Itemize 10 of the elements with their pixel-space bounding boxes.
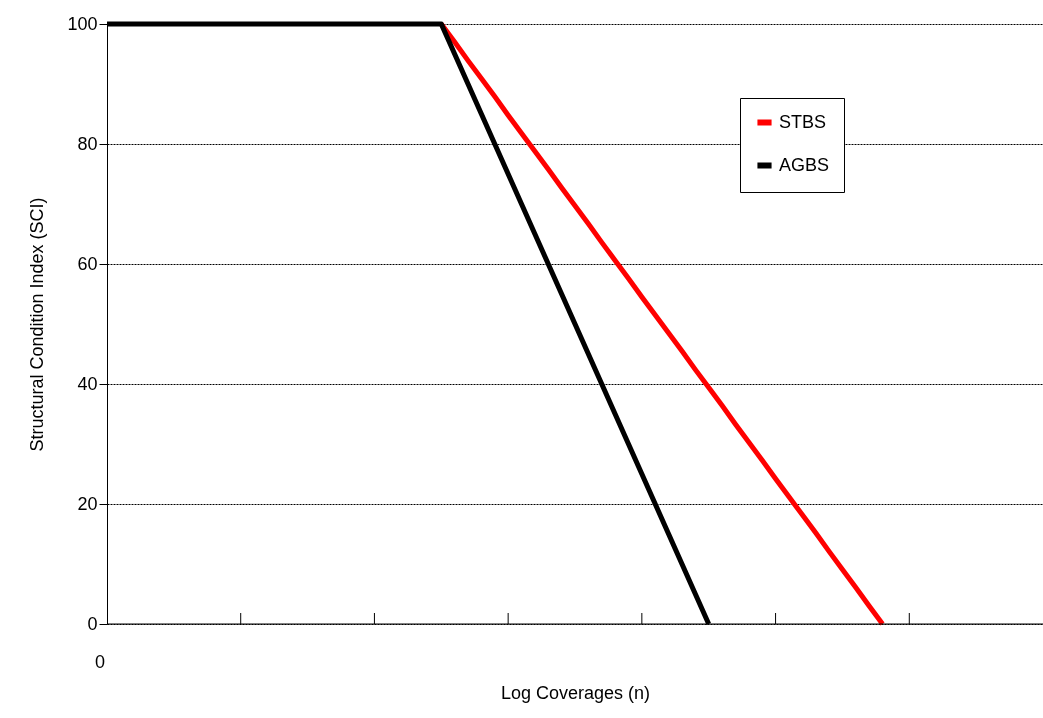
y-tick-label: 40 — [77, 373, 98, 394]
y-tick-label: 20 — [77, 493, 98, 514]
x-axis-title: Log Coverages (n) — [500, 682, 651, 703]
legend-label: STBS — [779, 111, 827, 132]
y-axis-title: Structural Condition Index (SCI) — [27, 197, 48, 452]
y-tick-label: 100 — [67, 13, 98, 34]
y-tick-label: 0 — [87, 613, 98, 634]
y-tick-label: 80 — [77, 133, 98, 154]
legend-label: AGBS — [779, 154, 830, 175]
y-tick-label: 60 — [77, 253, 98, 274]
